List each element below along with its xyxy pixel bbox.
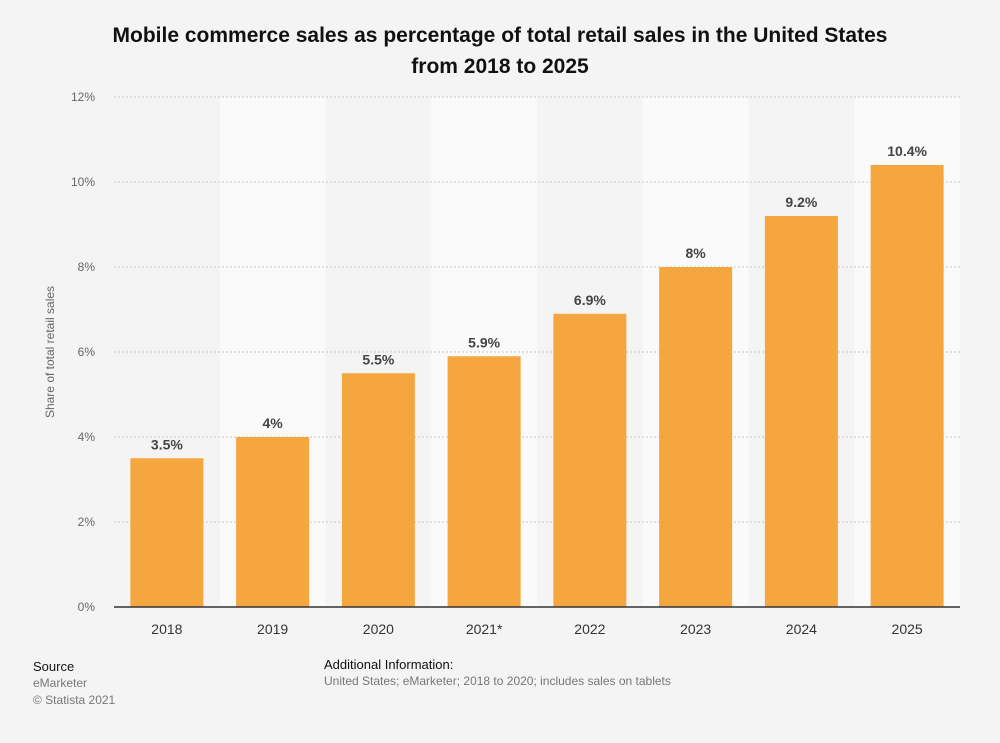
chart-title-line-2: from 2018 to 2025	[411, 55, 589, 78]
additional-info-block: Additional Information: United States; e…	[324, 656, 671, 690]
y-tick-label: 10%	[71, 175, 95, 189]
bar-2020	[341, 373, 415, 607]
bar-value-label: 4%	[263, 415, 284, 431]
chart-title: Mobile commerce sales as percentage of t…	[0, 20, 1000, 82]
bar-value-labels: 3.5% 4% 5.5% 5.9% 6.9% 8% 9.2% 10.4%	[151, 143, 928, 452]
x-tick-label: 2021*	[466, 621, 503, 637]
x-tick-label: 2018	[151, 621, 182, 637]
y-tick-label: 8%	[78, 260, 96, 274]
x-tick-label: 2023	[680, 621, 711, 637]
bar-value-label: 6.9%	[574, 292, 606, 308]
y-tick-label: 0%	[78, 600, 96, 614]
bar-2018	[130, 458, 204, 607]
bar-value-label: 3.5%	[151, 436, 183, 452]
x-tick-label: 2025	[892, 621, 923, 637]
x-tick-label: 2022	[574, 621, 605, 637]
x-tick-label: 2020	[363, 621, 394, 637]
additional-info-text: United States; eMarketer; 2018 to 2020; …	[324, 674, 671, 688]
bars	[130, 165, 944, 607]
chart-title-line-1: Mobile commerce sales as percentage of t…	[112, 24, 888, 47]
x-tick-label: 2024	[786, 621, 817, 637]
x-axis-ticks: 2018 2019 2020 2021* 2022 2023 2024 2025	[151, 621, 923, 637]
y-tick-label: 12%	[71, 90, 95, 104]
source-block: Source eMarketer © Statista 2021	[33, 658, 115, 709]
source-name: eMarketer	[33, 676, 88, 690]
bar-2021*	[447, 356, 521, 607]
bar-value-label: 8%	[686, 245, 707, 261]
bar-2025	[870, 165, 944, 607]
bar-2019	[236, 437, 310, 607]
bar-2024	[764, 216, 838, 607]
y-tick-label: 2%	[78, 515, 96, 529]
y-axis-label: Share of total retail sales	[43, 285, 57, 419]
bar-2023	[659, 267, 733, 607]
bar-value-label: 5.9%	[468, 334, 500, 350]
y-tick-label: 4%	[78, 430, 96, 444]
bar-value-label: 9.2%	[785, 194, 817, 210]
bar-value-label: 5.5%	[362, 351, 394, 367]
y-axis-ticks: 0% 2% 4% 6% 8% 10% 12%	[71, 90, 95, 614]
additional-info-heading: Additional Information:	[324, 657, 454, 672]
source-copyright: © Statista 2021	[33, 693, 116, 707]
bar-2022	[553, 313, 627, 607]
bar-value-label: 10.4%	[887, 143, 927, 159]
source-heading: Source	[33, 659, 75, 674]
x-tick-label: 2019	[257, 621, 288, 637]
y-tick-label: 6%	[78, 345, 96, 359]
